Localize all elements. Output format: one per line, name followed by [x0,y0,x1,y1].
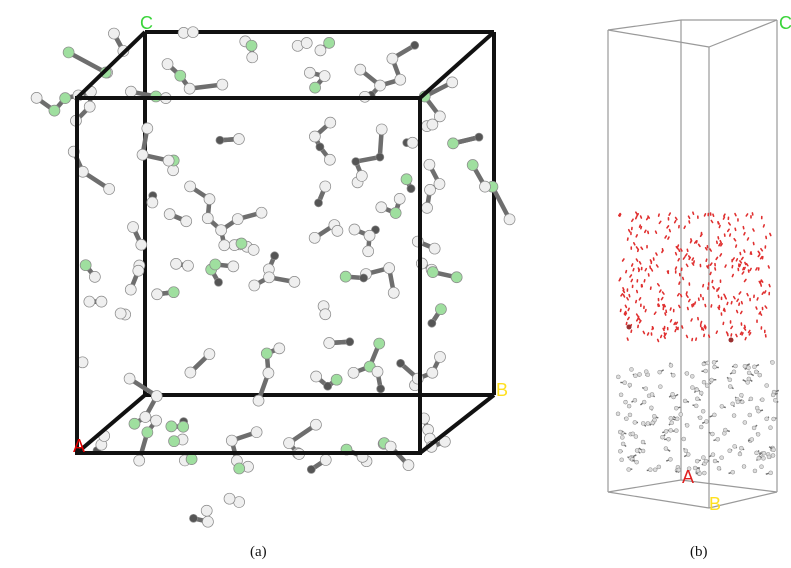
water-molecules [617,211,772,343]
axis-label-a: A [682,467,694,487]
fluoropolymer-model [30,26,516,528]
axis-label-c: C [140,13,153,33]
simulation-box-tall [607,19,778,509]
caption-a: (a) [250,544,267,560]
ion-marker [626,324,632,330]
caption-b: (b) [690,544,708,560]
panel-a: C B A [30,13,516,528]
axis-label-c: C [779,13,791,33]
ion-marker [728,337,734,343]
panel-b: C A B [607,13,791,514]
simulation-box-front-edges [75,30,496,455]
axis-label-a: A [73,436,85,456]
axis-label-b: B [496,380,508,400]
axis-label-b: B [709,494,721,514]
polymer-slab [615,324,780,476]
atoms [30,26,516,528]
